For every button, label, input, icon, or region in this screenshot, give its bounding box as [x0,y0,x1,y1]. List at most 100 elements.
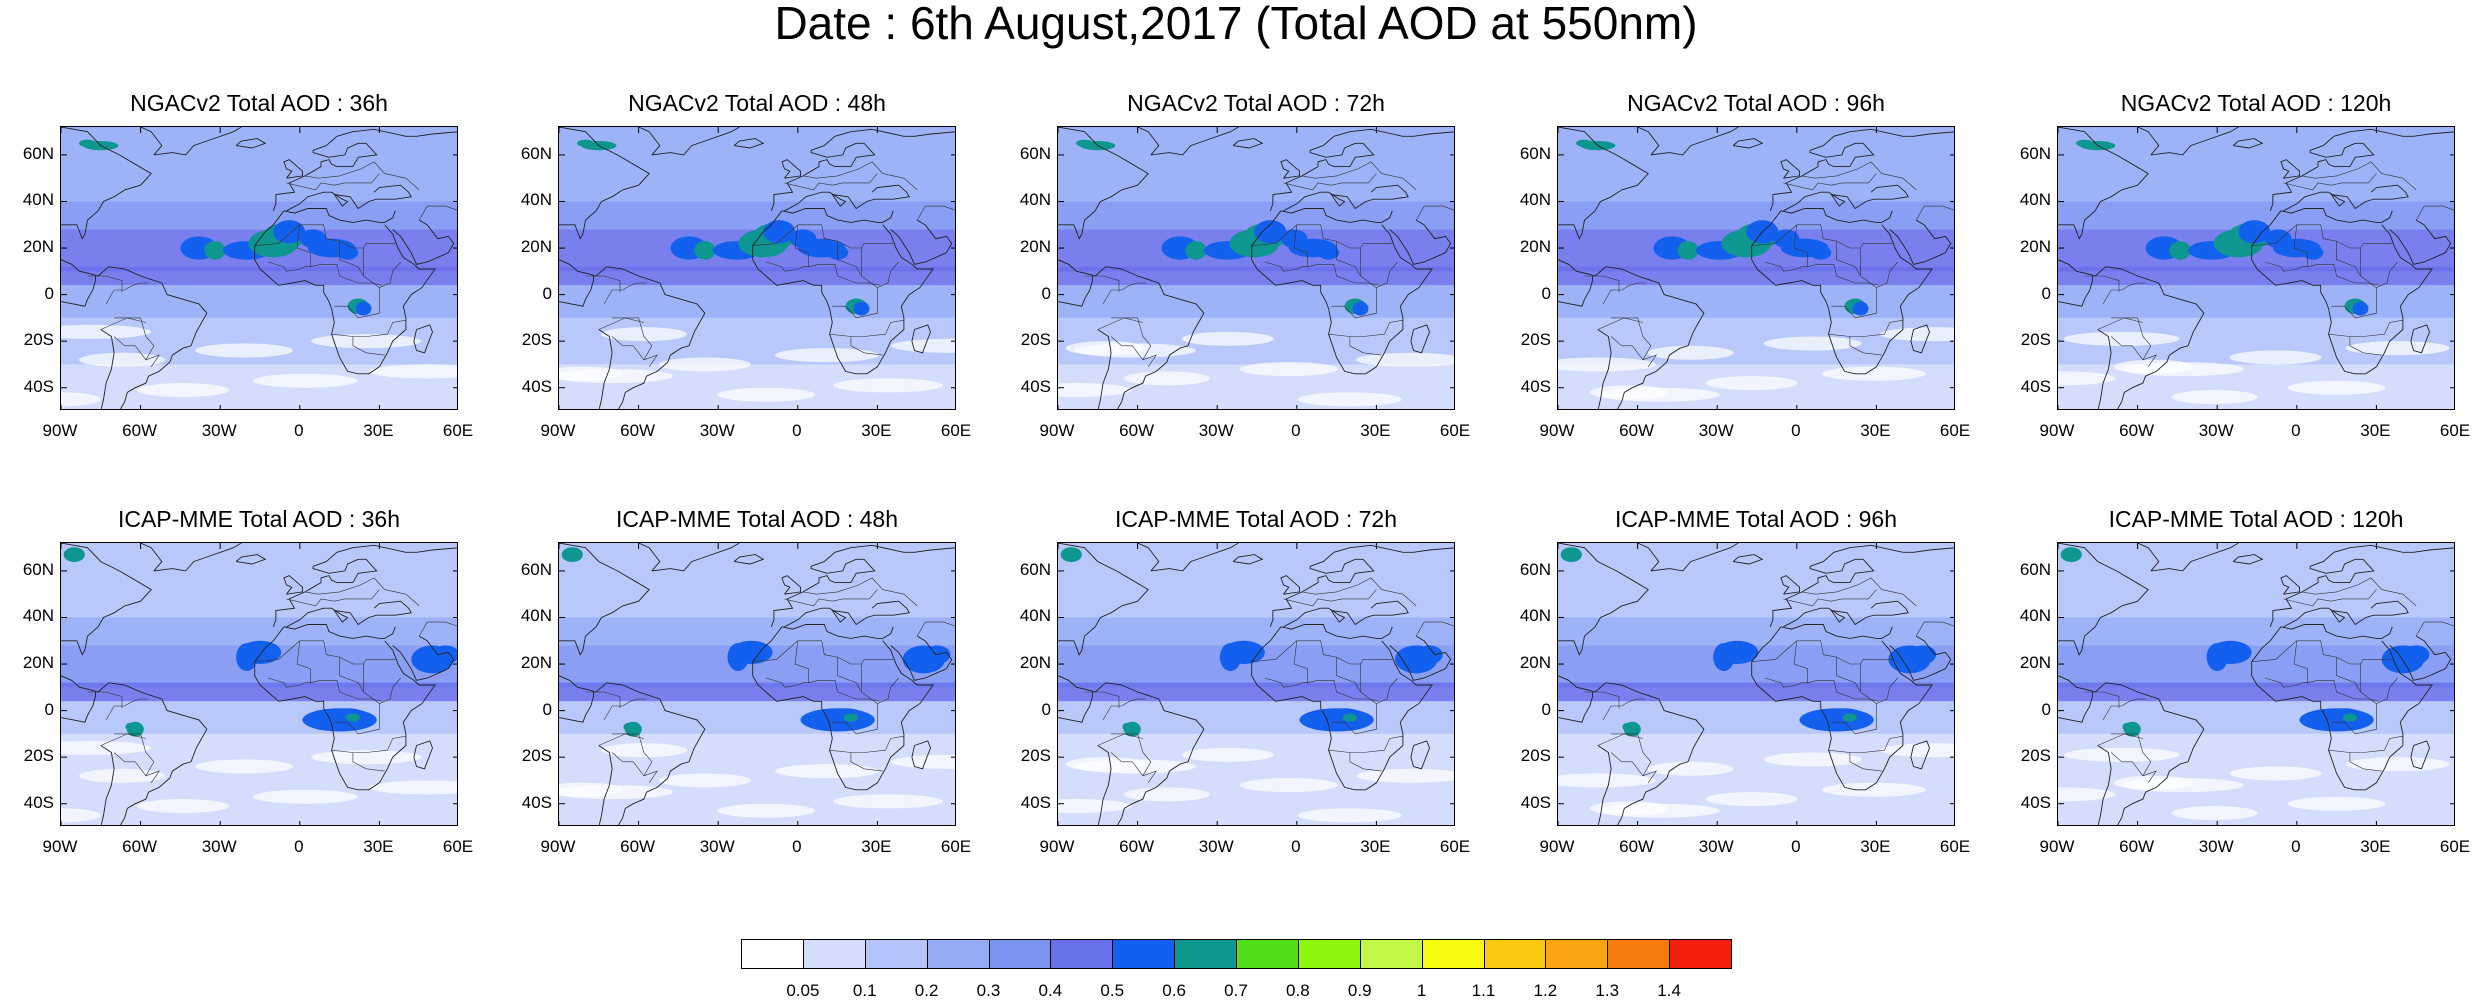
coastline [1558,276,1593,307]
colorbar-swatch [1669,939,1732,969]
panel-title: ICAP-MME Total AOD : 72h [1114,506,1398,532]
low-aod-region [1058,799,1132,814]
country-border [1293,640,1380,702]
country-border [254,224,396,249]
coastline [1780,159,1800,179]
low-aod-region [311,750,422,765]
coastline [1058,675,1205,825]
country-border [784,589,878,607]
coastline [413,740,433,770]
country-border [2328,319,2403,337]
coastline [559,543,650,656]
country-border [1142,770,1157,783]
longitude-tick-label: 30W [201,421,237,440]
country-border [2264,261,2308,272]
country-border [1349,752,1382,772]
longitude-tick-label: 30E [363,837,394,856]
country-border [794,224,881,286]
coastline [1137,543,1160,572]
country-border [1793,640,1880,702]
country-border [339,657,364,693]
aod-background-band [1558,266,1954,286]
country-border [837,241,862,277]
coastline [254,626,436,791]
low-aod-region [253,789,358,804]
low-aod-region [600,743,687,758]
coastline [651,127,740,156]
country-border [1783,589,1877,607]
country-border [296,224,383,286]
aod-background-band [2058,617,2454,646]
colorbar-tick-label: 0.4 [1038,981,1063,1000]
colorbar-tick-label: 0.2 [914,981,939,1000]
latitude-tick-label: 40S [23,792,54,812]
country-border [286,589,380,607]
coastline [61,675,208,825]
colorbar-swatch [1050,939,1114,969]
coastline [283,159,303,179]
latitude-tick-label: 20S [521,330,552,350]
aod-background-band [559,317,955,365]
low-aod-region [716,387,815,402]
latitude-tick-label: 20N [22,653,54,673]
country-border [1360,664,1398,704]
low-aod-region [2058,787,2116,802]
country-border [832,703,878,735]
longitude-tick-label: 60E [1939,837,1971,856]
aod-plume [336,245,359,260]
low-aod-region [311,334,422,349]
longitude-tick-label: 30E [1860,421,1891,440]
low-aod-region [137,383,230,398]
country-border [254,640,396,665]
aod-plume [1677,241,1699,260]
latitude-tick-label: 40S [2020,376,2051,396]
aod-plume [204,241,226,260]
aod-background-band [1558,317,1954,365]
aod-background-band [2058,285,2454,318]
country-border [1102,698,1146,721]
country-border [1097,733,1143,746]
coastline [2058,692,2093,723]
country-border [105,282,149,305]
low-aod-region [61,324,152,339]
aod-background-band [61,285,457,318]
longitude-tick-label: 60W [1119,421,1155,440]
coastline [2232,554,2264,565]
aod-map [558,542,956,826]
aod-plume [125,722,135,731]
colorbar-tick-label: 1 [1416,981,1427,1000]
country-border [1836,241,1861,277]
country-border [1251,640,1393,665]
panel-title: ICAP-MME Total AOD : 36h [117,506,401,532]
aod-plume [2342,713,2357,722]
aod-background-band [61,617,457,646]
country-border [2084,275,2120,293]
longitude-tick-label: 30W [2198,837,2234,856]
latitude-tick-label: 40S [23,376,54,396]
country-border [1328,319,1403,337]
coastline [770,128,955,211]
low-aod-region [1239,362,1338,377]
aod-background-band [1558,543,1954,618]
colorbar-swatch [1607,939,1671,969]
longitude-tick-label: 60E [442,837,474,856]
colorbar-tick-label: 0.5 [1100,981,1125,1000]
coastline [61,543,152,656]
low-aod-region [2345,757,2450,772]
country-border [1602,698,1646,721]
latitude-tick-label: 40S [1020,376,1051,396]
coastline [2280,624,2393,639]
colorbar-swatch [1174,939,1237,969]
colorbar-tick-label: 0.9 [1347,981,1372,1000]
country-border [752,224,894,249]
low-aod-region [1355,352,1454,367]
coastline [2137,543,2160,572]
latitude-tick-label: 0 [1041,699,1051,719]
coastline [2283,184,2409,212]
country-border [331,735,406,753]
country-border [105,698,149,721]
longitude-tick-label: 60E [1439,421,1471,440]
country-border [1831,287,1877,319]
low-aod-region [774,348,879,363]
country-border [598,733,644,746]
